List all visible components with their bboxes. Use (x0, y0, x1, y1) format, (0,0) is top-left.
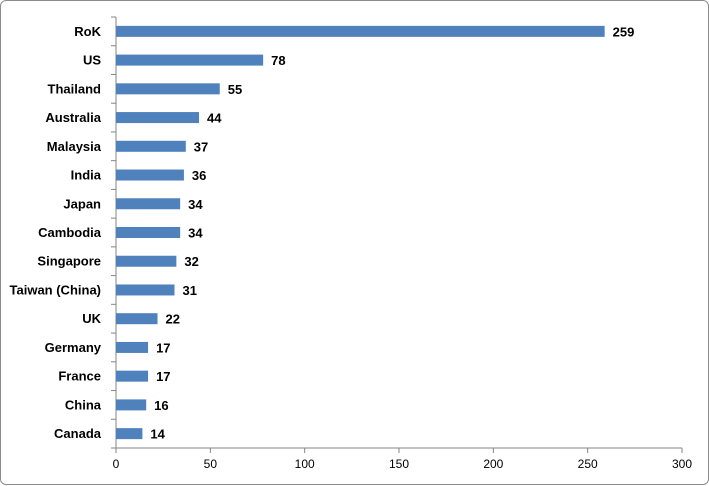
category-label: Australia (45, 110, 101, 125)
bar-japan (116, 198, 181, 210)
value-label: 17 (156, 369, 170, 384)
category-label: India (71, 168, 102, 183)
value-label: 22 (166, 312, 180, 327)
value-label: 34 (188, 197, 203, 212)
value-label: 14 (150, 427, 165, 442)
bar-australia (116, 112, 200, 124)
value-label: 259 (613, 24, 635, 39)
bar-taiwan-china (116, 284, 175, 296)
value-label: 31 (182, 283, 196, 298)
plot-area: RoK US Thailand Australia Malaysia India Japan… (10, 16, 693, 471)
category-label: France (58, 369, 101, 384)
x-axis-ticks (115, 448, 683, 453)
bar-germany (116, 341, 149, 353)
value-label: 78 (271, 53, 285, 68)
bars (116, 25, 605, 440)
category-label: US (83, 53, 101, 68)
category-label: Japan (63, 196, 101, 211)
category-labels: RoK US Thailand Australia Malaysia India Japan… (10, 24, 102, 441)
category-label: Malaysia (47, 139, 102, 154)
x-tick-label: 200 (483, 457, 503, 471)
bar-canada (116, 428, 143, 440)
bar-thailand (116, 83, 220, 95)
value-label: 17 (156, 340, 170, 355)
x-tick-label: 150 (389, 457, 409, 471)
bar-cambodia (116, 227, 181, 238)
bar-china (116, 399, 147, 411)
x-tick-label: 250 (578, 457, 598, 471)
category-label: Cambodia (38, 225, 102, 240)
x-tick-label: 50 (204, 457, 218, 471)
category-label: UK (82, 311, 101, 326)
y-axis-ticks (111, 16, 116, 449)
value-label: 37 (194, 139, 208, 154)
bar-india (116, 169, 184, 181)
bar-malaysia (116, 140, 186, 152)
category-label: Thailand (48, 81, 102, 96)
category-label: Singapore (37, 254, 101, 269)
x-tick-label: 0 (113, 457, 120, 471)
bar-singapore (116, 255, 177, 267)
bar-us (116, 54, 264, 66)
bar-uk (116, 313, 158, 325)
category-label: Germany (45, 340, 102, 355)
category-label: RoK (74, 24, 101, 39)
bar-france (116, 370, 149, 382)
x-tick-label: 300 (672, 457, 692, 471)
value-label: 32 (184, 254, 198, 269)
value-label: 55 (228, 82, 242, 97)
bar-rok (116, 25, 605, 37)
category-label: China (65, 397, 102, 412)
category-label: Taiwan (China) (10, 282, 101, 297)
category-label: Canada (54, 426, 102, 441)
value-label: 34 (188, 226, 203, 241)
value-label: 44 (207, 111, 222, 126)
x-tick-labels: 0 50 100 150 200 250 300 (113, 457, 693, 471)
x-tick-label: 100 (295, 457, 315, 471)
value-label: 16 (154, 398, 168, 413)
value-label: 36 (192, 168, 206, 183)
